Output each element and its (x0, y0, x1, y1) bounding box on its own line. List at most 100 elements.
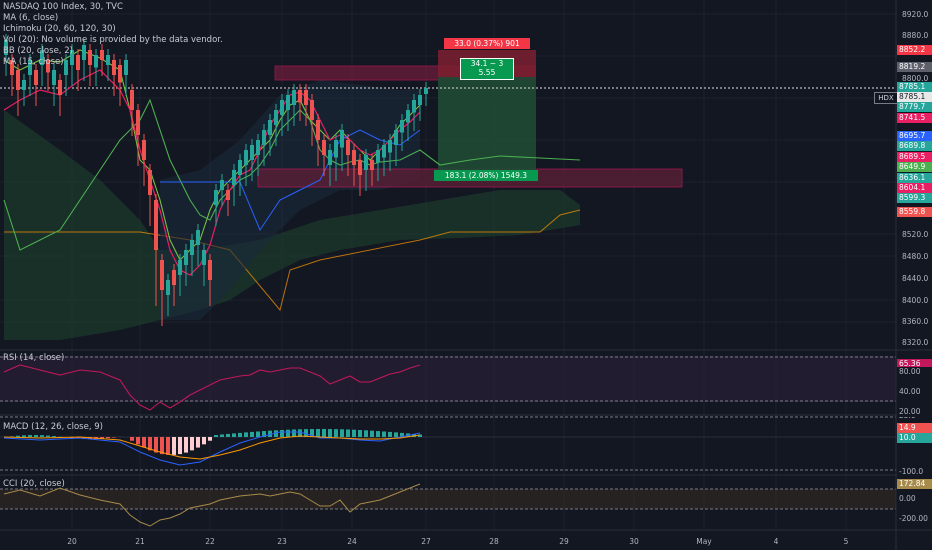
price-axis-label: 8480.0 (902, 252, 928, 261)
ichimoku-cloud (4, 110, 580, 340)
price-tag: 8636.1 (897, 173, 932, 183)
candle-body (196, 230, 200, 245)
macd-histogram-bar (364, 430, 368, 437)
candle-body (100, 50, 104, 60)
candle-body (34, 70, 38, 85)
candle-body (394, 130, 398, 145)
time-axis-label: 22 (205, 537, 215, 546)
macd-histogram-bar (346, 429, 350, 437)
candle-body (136, 110, 140, 135)
macd-histogram-bar (28, 435, 32, 437)
macd-histogram-bar (166, 437, 170, 455)
position-target-label[interactable]: 34.1 ~ 3 5.55 (460, 58, 514, 80)
position-range-label[interactable]: 183.1 (2.08%) 1549.3 (434, 170, 538, 181)
candle-body (376, 150, 380, 163)
candle-body (112, 60, 116, 75)
macd-histogram-bar (142, 437, 146, 448)
macd-histogram-bar (418, 434, 422, 437)
macd-histogram-bar (34, 435, 38, 437)
price-axis-label: 8520.0 (902, 230, 928, 239)
macd-histogram-bar (10, 436, 14, 437)
macd-histogram-bar (160, 437, 164, 455)
legend-study-bb[interactable]: BB (20, close, 2) (3, 46, 73, 56)
price-axis-label: 8320.0 (902, 338, 928, 347)
legend-study-ma15[interactable]: MA (15, close) (3, 57, 64, 67)
macd-histogram-bar (316, 429, 320, 437)
price-tag: 8819.2 (897, 62, 932, 72)
blue-ma-line (160, 129, 421, 232)
macd-histogram-bar (292, 429, 296, 437)
price-axis-label: 8400.0 (902, 296, 928, 305)
macd-histogram-bar (52, 436, 56, 437)
candle-body (178, 260, 182, 275)
candle-body (316, 120, 320, 140)
ichimoku-span-b (4, 209, 581, 312)
cci-legend[interactable]: CCI (20, close) (3, 479, 65, 489)
macd-histogram-bar (226, 433, 230, 437)
time-axis-label: 28 (489, 537, 499, 546)
candle-body (334, 140, 338, 158)
candle-body (364, 155, 368, 170)
candle-body (226, 190, 230, 200)
cci-level-neg200: -200.00 (897, 514, 932, 524)
legend-study-vol[interactable]: Vol (20): No volume is provided by the d… (3, 35, 223, 45)
macd-histogram-bar (376, 431, 380, 437)
time-axis-label: 27 (421, 537, 431, 546)
macd-histogram-bar (262, 431, 266, 437)
macd-histogram-bar (214, 435, 218, 437)
candle-body (106, 55, 110, 65)
macd-histogram-bar (178, 437, 182, 455)
candle-body (268, 120, 272, 135)
macd-hist-tag: 14.9 (897, 423, 932, 433)
candle-body (292, 90, 296, 105)
macd-histogram-bar (400, 432, 404, 437)
candle-body (280, 100, 284, 115)
cci-level-0: 0.00 (897, 494, 932, 504)
candle-body (262, 130, 266, 145)
position-target-zone (438, 77, 536, 178)
candle-body (148, 170, 152, 195)
candle-body (118, 65, 122, 83)
macd-histogram-bar (322, 429, 326, 437)
price-tag: 8852.2 (897, 45, 932, 55)
macd-histogram-bar (154, 437, 158, 453)
symbol-badge[interactable]: HDX (874, 92, 898, 104)
price-tag: 8649.9 (897, 162, 932, 172)
legend-study-ichimoku[interactable]: Ichimoku (20, 60, 120, 30) (3, 24, 116, 34)
price-tag: 8604.1 (897, 183, 932, 193)
rsi-legend[interactable]: RSI (14, close) (3, 353, 65, 363)
candle-body (238, 160, 242, 175)
macd-histogram-bar (328, 429, 332, 437)
macd-histogram-bar (280, 429, 284, 437)
position-target-label-line-1: 34.1 ~ 3 (470, 59, 504, 68)
candle-body (160, 260, 164, 290)
candle-body (406, 110, 410, 123)
time-axis-label: 24 (347, 537, 357, 546)
candle-body (370, 160, 374, 170)
macd-histogram-bar (304, 429, 308, 437)
macd-histogram-bar (394, 432, 398, 437)
macd-histogram-bar (334, 429, 338, 437)
legend-title[interactable]: NASDAQ 100 Index, 30, TVC (3, 2, 123, 12)
candle-body (28, 60, 32, 75)
position-target-label-line-2: 5.55 (478, 68, 496, 77)
price-axis-label: 8800.0 (902, 74, 928, 83)
macd-histogram-bar (220, 434, 224, 437)
candle-body (322, 140, 326, 155)
time-axis-label: 29 (559, 537, 569, 546)
candle-body (346, 140, 350, 155)
cci-pane-bg (0, 489, 896, 509)
macd-histogram-bar (370, 430, 374, 437)
position-stop-label[interactable]: 33.0 (0.37%) 901 (444, 38, 530, 49)
bb-fill (160, 80, 420, 320)
legend-study-ma6[interactable]: MA (6, close) (3, 13, 59, 23)
rsi-level-80: 80.00 (897, 367, 932, 377)
candle-body (58, 80, 62, 95)
candle-body (142, 140, 146, 160)
macd-histogram-bar (232, 433, 236, 437)
macd-legend[interactable]: MACD (12, 26, close, 9) (3, 422, 103, 432)
candle-body (250, 145, 254, 160)
candle-body (202, 250, 206, 265)
